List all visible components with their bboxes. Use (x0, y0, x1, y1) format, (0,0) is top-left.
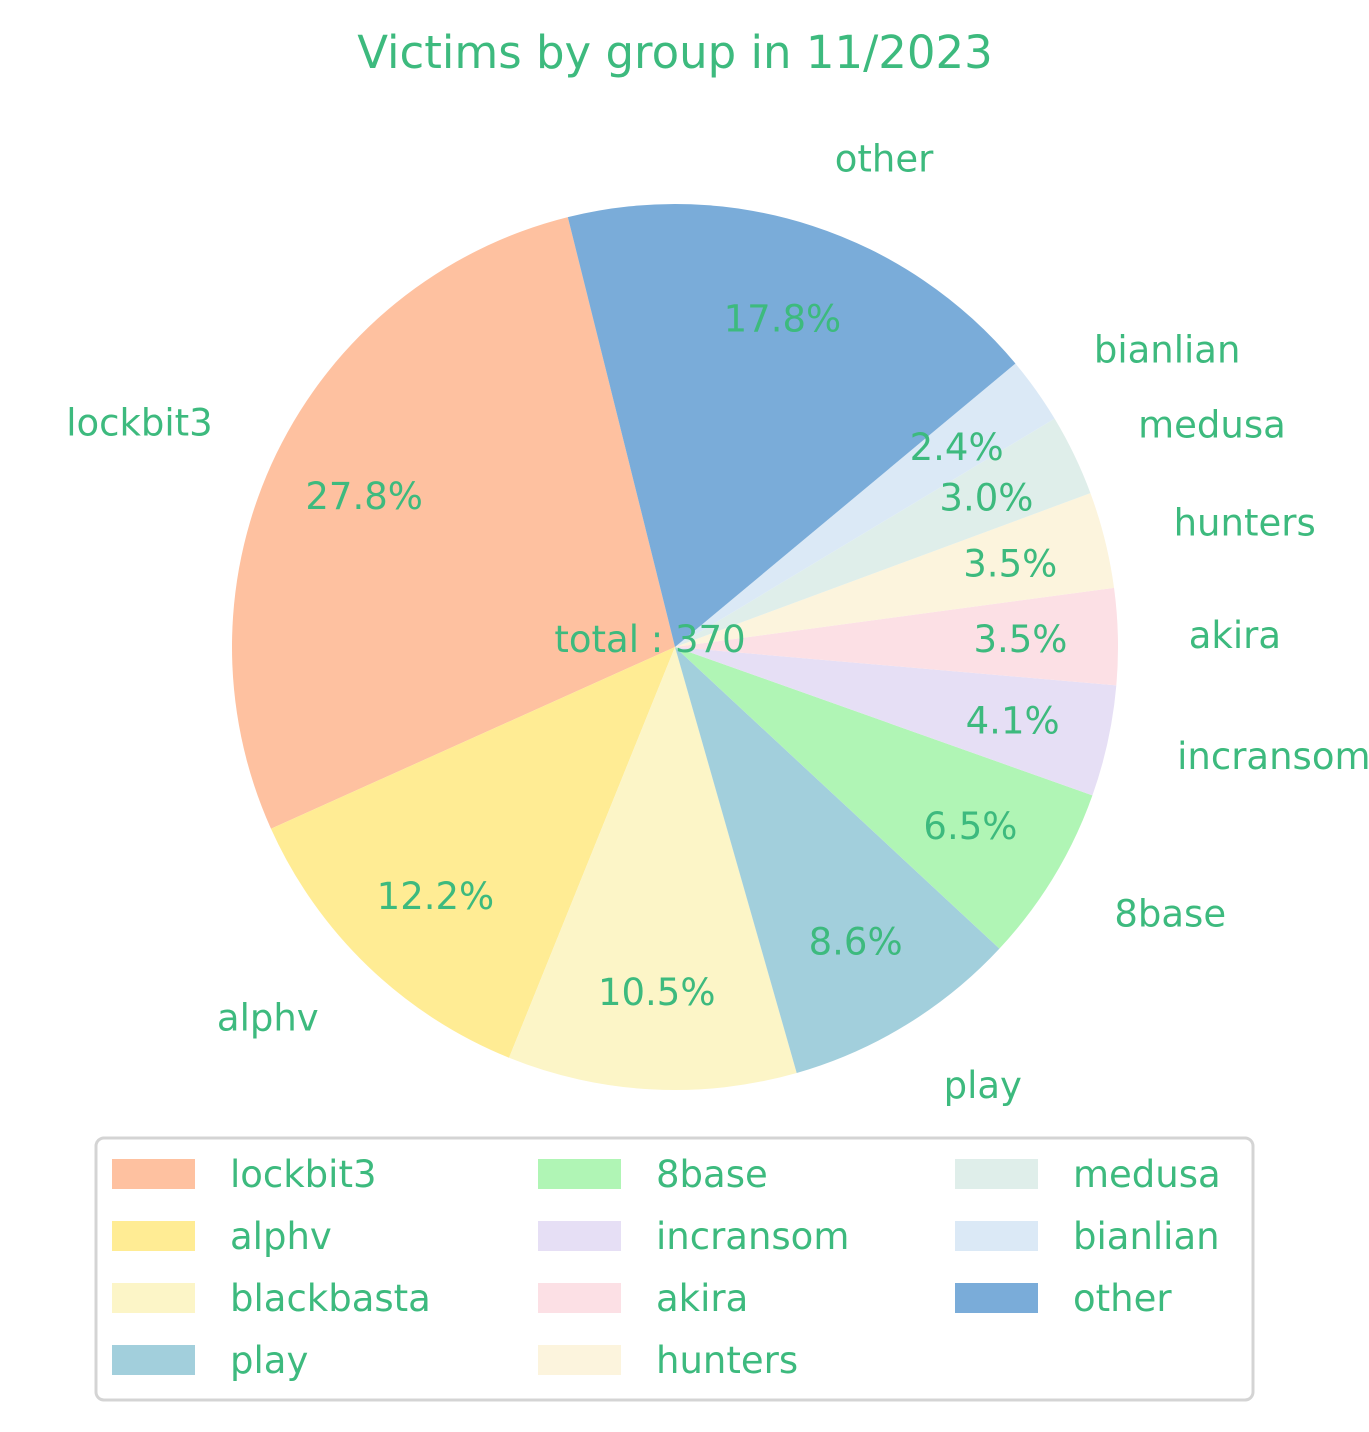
slice-labels: lockbit3alphvblackbastaplay8baseincranso… (66, 138, 1369, 1183)
legend-label-alphv: alphv (230, 1215, 332, 1258)
slice-label-play: play (944, 1064, 1022, 1107)
legend-label-hunters: hunters (656, 1339, 798, 1382)
pie-slice-akira (675, 587, 1119, 686)
legend-swatch-lockbit3 (112, 1159, 195, 1189)
pct-label-blackbasta: 10.5% (598, 971, 716, 1014)
pie-slice-incransom (675, 647, 1117, 796)
legend-label-play: play (230, 1339, 308, 1382)
total-label: total : 370 (554, 618, 745, 661)
legend-items: lockbit3 alphv blackbasta play 8base incranso… (112, 1153, 1221, 1382)
legend-label-incransom: incransom (656, 1215, 849, 1258)
slice-label-hunters: hunters (1174, 502, 1316, 545)
pct-label-akira: 3.5% (973, 618, 1067, 661)
legend-swatch-hunters (538, 1345, 621, 1375)
legend-swatch-other (955, 1283, 1038, 1313)
pct-label-hunters: 3.5% (963, 542, 1057, 585)
pie-slice-blackbasta (509, 647, 797, 1091)
slice-label-alphv: alphv (217, 996, 319, 1039)
slice-label-incransom: incransom (1177, 735, 1369, 778)
legend-frame (94, 1136, 1255, 1402)
legend-swatch-blackbasta (112, 1283, 195, 1313)
pie-slices (232, 204, 1119, 1091)
pct-label-lockbit3: 27.8% (305, 475, 423, 518)
legend: lockbit3 alphv blackbasta play 8base incranso… (94, 1136, 1255, 1402)
pie-slice-medusa (675, 418, 1091, 647)
legend-swatch-incransom (538, 1221, 621, 1251)
legend-label-bianlian: bianlian (1073, 1215, 1220, 1258)
chart-title: Victims by group in 11/2023 (357, 26, 993, 79)
pct-label-other: 17.8% (724, 298, 842, 341)
slice-label-lockbit3: lockbit3 (66, 402, 213, 445)
legend-label-lockbit3: lockbit3 (230, 1153, 377, 1196)
slice-label-bianlian: bianlian (1094, 328, 1241, 371)
legend-label-other: other (1073, 1277, 1172, 1320)
pie-slice-hunters (675, 493, 1115, 647)
pie-slice-bianlian (675, 363, 1055, 647)
slice-label-8base: 8base (1114, 893, 1226, 936)
pie-slice-other (567, 204, 1016, 647)
legend-swatch-bianlian (955, 1221, 1038, 1251)
pie-slice-alphv (270, 647, 675, 1058)
pct-label-bianlian: 2.4% (910, 426, 1004, 469)
legend-label-8base: 8base (656, 1153, 768, 1196)
legend-swatch-alphv (112, 1221, 195, 1251)
pct-label-medusa: 3.0% (939, 476, 1033, 519)
pie-slice-lockbit3 (232, 217, 675, 829)
legend-swatch-akira (538, 1283, 621, 1313)
pct-label-incransom: 4.1% (966, 699, 1060, 742)
legend-swatch-8base (538, 1159, 621, 1189)
legend-swatch-play (112, 1345, 195, 1375)
pie-slice-play (675, 647, 1000, 1073)
pct-label-alphv: 12.2% (377, 875, 495, 918)
pct-label-8base: 6.5% (923, 805, 1017, 848)
legend-label-medusa: medusa (1073, 1153, 1221, 1196)
slice-label-akira: akira (1189, 614, 1281, 657)
legend-label-blackbasta: blackbasta (230, 1277, 431, 1320)
percentage-labels: 27.8% 12.2% 10.5% 8.6% 6.5% 4.1% 3.5% 3.5% 3.0% 2… (305, 298, 1067, 1014)
pie-slice-8base (675, 647, 1093, 949)
legend-label-akira: akira (656, 1277, 748, 1320)
slice-label-medusa: medusa (1138, 403, 1286, 446)
legend-swatch-medusa (955, 1159, 1038, 1189)
pct-label-play: 8.6% (809, 921, 903, 964)
slice-label-other: other (835, 138, 934, 181)
